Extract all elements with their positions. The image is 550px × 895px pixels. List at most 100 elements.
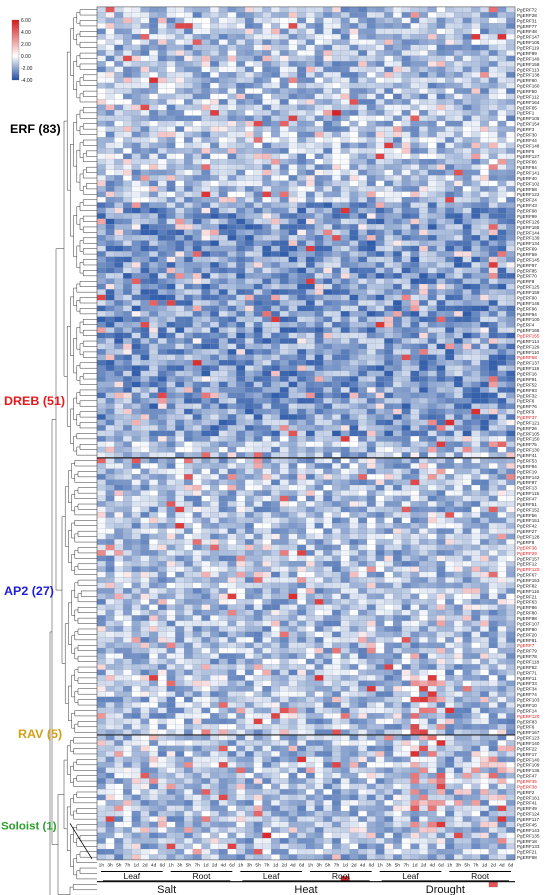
heatmap-cell: [166, 327, 176, 334]
heatmap-cell: [105, 191, 115, 198]
heatmap-cell: [253, 278, 263, 285]
heatmap-cell: [253, 142, 263, 149]
heatmap-cell: [436, 278, 446, 285]
heatmap-cell: [244, 289, 254, 295]
heatmap-cell: [279, 235, 289, 241]
heatmap-cell: [184, 387, 193, 393]
heatmap-cell: [96, 359, 106, 366]
heatmap-cell: [140, 191, 150, 198]
heatmap-cell: [149, 82, 159, 89]
heatmap-cell: [236, 120, 246, 127]
heatmap-cell: [175, 283, 185, 290]
heatmap-cell: [149, 66, 159, 73]
heatmap-cell: [131, 72, 141, 78]
heatmap-cell: [436, 169, 446, 176]
heatmap-cell: [401, 202, 411, 209]
heatmap-cell: [96, 126, 106, 132]
heatmap-cell: [227, 408, 237, 415]
heatmap-cell: [184, 441, 193, 448]
heatmap-cell: [462, 158, 472, 165]
heatmap-cell: [123, 88, 132, 94]
heatmap-cell: [244, 256, 254, 263]
heatmap-cell: [149, 235, 159, 241]
heatmap-cell: [236, 256, 246, 263]
heatmap-cell: [453, 484, 463, 491]
heatmap-cell: [393, 311, 402, 317]
heatmap-cell: [227, 169, 237, 176]
heatmap-cell: [506, 55, 516, 62]
heatmap-cell: [471, 436, 481, 442]
heatmap-cell: [436, 77, 446, 84]
heatmap-cell: [427, 262, 437, 268]
heatmap-cell: [96, 365, 106, 372]
heatmap-cell: [497, 120, 507, 127]
heatmap-cell: [184, 207, 193, 214]
heatmap-cell: [105, 495, 115, 502]
heatmap-cell: [410, 6, 420, 13]
heatmap-cell: [175, 446, 185, 453]
heatmap-cell: [297, 262, 307, 268]
heatmap-cell: [218, 419, 228, 426]
heatmap-cell: [419, 305, 429, 312]
heatmap-cell: [262, 126, 272, 132]
heatmap-cell: [297, 33, 307, 40]
heatmap-cell: [175, 50, 185, 56]
heatmap-cell: [114, 403, 124, 410]
heatmap-cell: [462, 370, 472, 377]
heatmap-cell: [462, 218, 472, 225]
heatmap-cell: [262, 82, 272, 89]
heatmap-cell: [393, 267, 402, 274]
heatmap-cell: [262, 33, 272, 40]
heatmap-cell: [271, 289, 281, 295]
heatmap-cell: [332, 468, 341, 475]
heatmap-cell: [445, 349, 455, 355]
heatmap-cell: [305, 408, 315, 415]
heatmap-cell: [96, 77, 106, 84]
heatmap-cell: [114, 61, 124, 67]
heatmap-cell: [401, 235, 411, 241]
heatmap-cell: [192, 327, 202, 334]
heatmap-cell: [123, 23, 132, 29]
heatmap-cell: [323, 365, 333, 372]
heatmap-cell: [140, 55, 150, 62]
heatmap-cell: [114, 164, 124, 171]
heatmap-cell: [471, 33, 481, 40]
heatmap-cell: [488, 414, 498, 420]
heatmap-cell: [506, 196, 516, 203]
heatmap-cell: [166, 343, 176, 350]
heatmap-cell: [175, 436, 185, 442]
heatmap-cell: [480, 332, 490, 339]
heatmap-cell: [175, 23, 185, 29]
heatmap-cell: [384, 77, 394, 84]
heatmap-cell: [105, 50, 115, 56]
heatmap-cell: [140, 381, 150, 388]
heatmap-cell: [192, 305, 202, 312]
heatmap-cell: [271, 343, 281, 350]
heatmap-cell: [96, 55, 106, 62]
heatmap-cell: [297, 186, 307, 192]
heatmap-cell: [384, 370, 394, 377]
heatmap-cell: [375, 289, 385, 295]
heatmap-cell: [166, 256, 176, 263]
heatmap-cell: [480, 6, 490, 13]
heatmap-cell: [192, 343, 202, 350]
heatmap-cell: [384, 153, 394, 160]
heatmap-cell: [401, 153, 411, 160]
heatmap-cell: [227, 283, 237, 290]
heatmap-cell: [96, 104, 106, 111]
heatmap-cell: [227, 256, 237, 263]
heatmap-cell: [366, 6, 376, 13]
heatmap-cell: [366, 213, 376, 219]
heatmap-cell: [349, 392, 359, 399]
heatmap-cell: [218, 77, 228, 84]
heatmap-cell: [210, 93, 220, 100]
heatmap-cell: [419, 479, 429, 486]
heatmap-cell: [366, 311, 376, 317]
heatmap-cell: [149, 191, 159, 198]
heatmap-cell: [140, 66, 150, 73]
heatmap-cell: [436, 120, 446, 127]
heatmap-cell: [123, 332, 132, 339]
heatmap-cell: [323, 229, 333, 236]
heatmap-cell: [244, 213, 254, 219]
heatmap-cell: [506, 191, 516, 198]
